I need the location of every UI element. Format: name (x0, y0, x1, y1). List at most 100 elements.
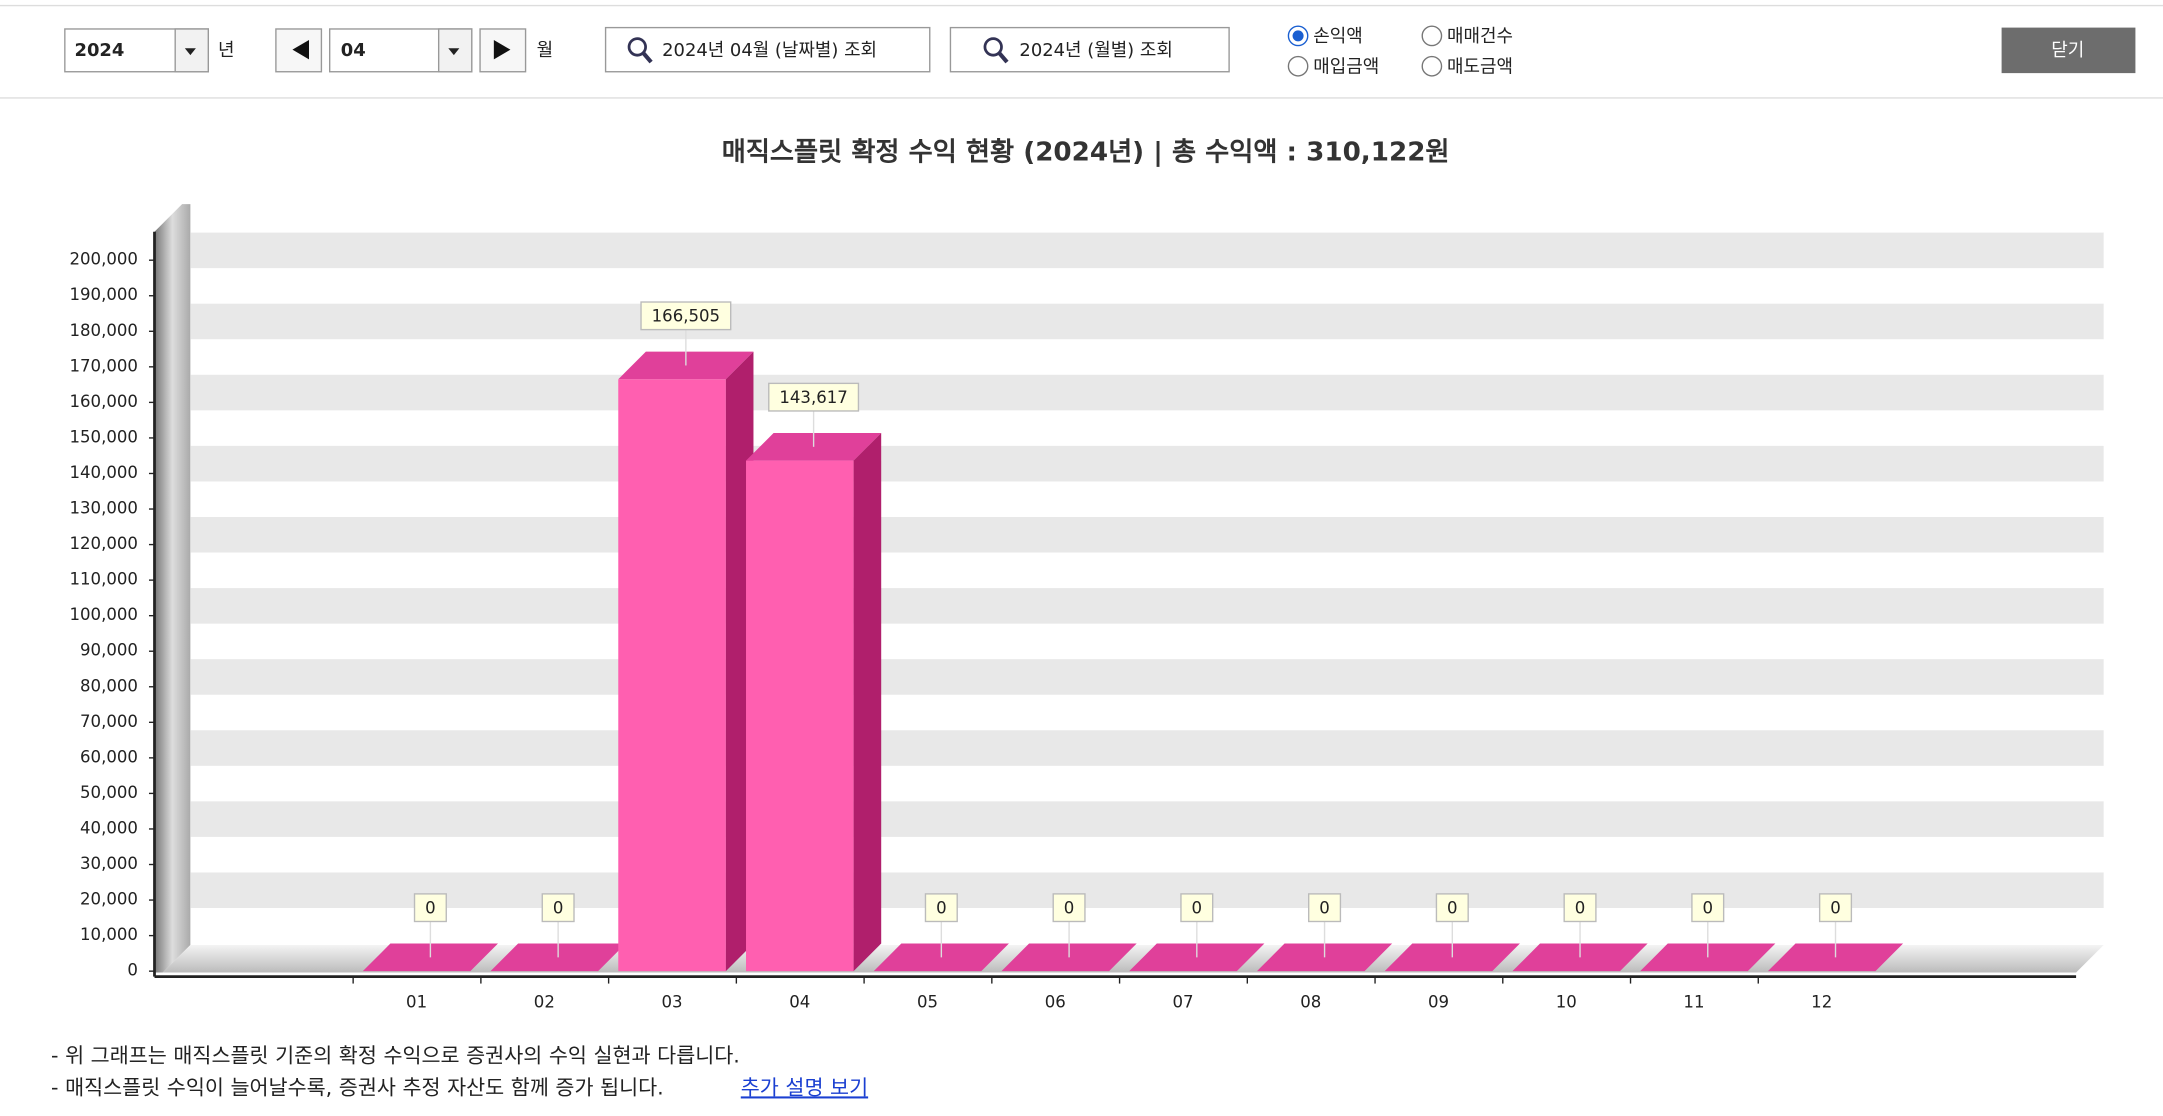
value-label-box (1435, 893, 1469, 923)
year-unit: 년 (218, 40, 235, 61)
value-label: 0 (1575, 899, 1586, 918)
value-label-box (924, 893, 958, 923)
value-label-box (1563, 893, 1597, 923)
value-label: 0 (1703, 899, 1714, 918)
value-label: 0 (1319, 899, 1330, 918)
year-value: 2024 (74, 40, 124, 61)
y-tick-label: 150,000 (70, 427, 138, 446)
value-label: 0 (1064, 899, 1075, 918)
grid-band (190, 303, 2104, 340)
more-link[interactable]: 추가 설명 보기 (741, 1075, 868, 1099)
y-tick-label: 90,000 (80, 641, 138, 660)
radio-label: 매입금액 (1313, 57, 1379, 78)
prev-month[interactable] (275, 28, 323, 73)
y-tick-label: 200,000 (70, 250, 138, 269)
radio-label: 매매건수 (1447, 26, 1513, 47)
value-label-box (541, 893, 575, 923)
note: - 위 그래프는 매직스플릿 기준의 확정 수익으로 증권사의 수익 실현과 다… (51, 1044, 740, 1068)
value-label-box (1308, 893, 1342, 923)
note: - 매직스플릿 수익이 늘어날수록, 증권사 추정 자산도 함께 증가 됩니다. (51, 1075, 664, 1099)
daily-button[interactable]: 2024년 04월 (날짜별) 조회 (604, 26, 931, 73)
monthly-button[interactable]: 2024년 (월별) 조회 (949, 26, 1230, 73)
chart-title: 매직스플릿 확정 수익 현황 (2024년) | 총 수익액 : 310,122… (722, 138, 1450, 168)
close-button[interactable]: 닫기 (2001, 27, 2136, 74)
x-tick-label: 07 (1172, 992, 1193, 1011)
bar-front (618, 379, 726, 972)
value-label: 0 (1447, 899, 1458, 918)
value-label: 0 (1830, 899, 1841, 918)
value-label: 143,617 (779, 388, 847, 407)
value-label: 0 (553, 899, 564, 918)
x-tick-label: 04 (789, 992, 810, 1011)
grid-band (190, 516, 2104, 553)
x-tick-label: 11 (1683, 992, 1704, 1011)
y-tick-label: 100,000 (70, 605, 138, 624)
grid-band (190, 801, 2104, 837)
value-label-box (640, 301, 732, 331)
month-unit: 월 (537, 40, 554, 61)
x-tick-label: 12 (1811, 992, 1832, 1011)
next-month[interactable] (479, 28, 527, 73)
bar (746, 433, 882, 972)
x-tick-label: 09 (1428, 992, 1449, 1011)
y-tick-label: 190,000 (70, 285, 138, 304)
y-tick-label: 10,000 (80, 925, 138, 944)
y-tick-label: 120,000 (70, 534, 138, 553)
value-label-box (1691, 893, 1725, 923)
y-tick-label: 110,000 (70, 570, 138, 589)
y-tick-label: 130,000 (70, 499, 138, 518)
year-select[interactable]: 2024 (64, 28, 209, 73)
month-value: 04 (341, 40, 366, 61)
grid-band (190, 445, 2104, 482)
grid-band (190, 730, 2104, 766)
x-tick-label: 03 (662, 992, 683, 1011)
y-tick-label: 40,000 (80, 818, 138, 837)
value-label: 0 (1192, 899, 1203, 918)
monthly-button-label: 2024년 (월별) 조회 (1019, 40, 1172, 61)
x-tick-label: 01 (406, 992, 427, 1011)
daily-button-label: 2024년 04월 (날짜별) 조회 (662, 40, 877, 61)
plot: 0 0 166,505 143,617 0 0 0 0 0 0 0 0 (362, 301, 1904, 972)
y-tick-label: 0 (127, 961, 138, 980)
y-tick-label: 70,000 (80, 712, 138, 731)
bar (618, 351, 754, 972)
y-tick-label: 80,000 (80, 676, 138, 695)
radio-label: 매도금액 (1447, 57, 1513, 78)
grid-band (190, 872, 2104, 909)
y-tick-label: 30,000 (80, 854, 138, 873)
grid-band (190, 374, 2104, 411)
value-label: 0 (425, 899, 436, 918)
value-label-box (413, 893, 447, 923)
y-tick-label: 160,000 (70, 392, 138, 411)
x-tick-label: 08 (1300, 992, 1321, 1011)
radio-circle (1421, 55, 1443, 77)
x-tick-label: 10 (1556, 992, 1577, 1011)
grid-band (190, 659, 2104, 695)
bar-front (746, 460, 854, 972)
bar-side (853, 433, 882, 972)
y-tick-label: 170,000 (70, 356, 138, 375)
value-label-box (1180, 893, 1214, 923)
radio[interactable]: 매도금액 (1421, 55, 1513, 78)
grid-band (190, 232, 2104, 269)
close-label: 닫기 (2051, 40, 2084, 61)
left-wall (154, 204, 191, 973)
value-label: 166,505 (652, 307, 720, 326)
value-label-box (1052, 893, 1086, 923)
value-label: 0 (936, 899, 947, 918)
x-tick-label: 02 (534, 992, 555, 1011)
y-tick-label: 180,000 (70, 321, 138, 340)
y-tick-label: 140,000 (70, 463, 138, 482)
radio[interactable]: 매입금액 (1287, 55, 1379, 78)
radio-dot (1292, 30, 1304, 42)
radio[interactable]: 손익액 (1287, 25, 1363, 47)
radio[interactable]: 매매건수 (1421, 25, 1513, 47)
grid-band (190, 588, 2104, 624)
grid (190, 232, 2104, 909)
value-label-box (768, 382, 860, 412)
value-label-box (1818, 893, 1853, 923)
month-select[interactable]: 04 (329, 28, 473, 73)
